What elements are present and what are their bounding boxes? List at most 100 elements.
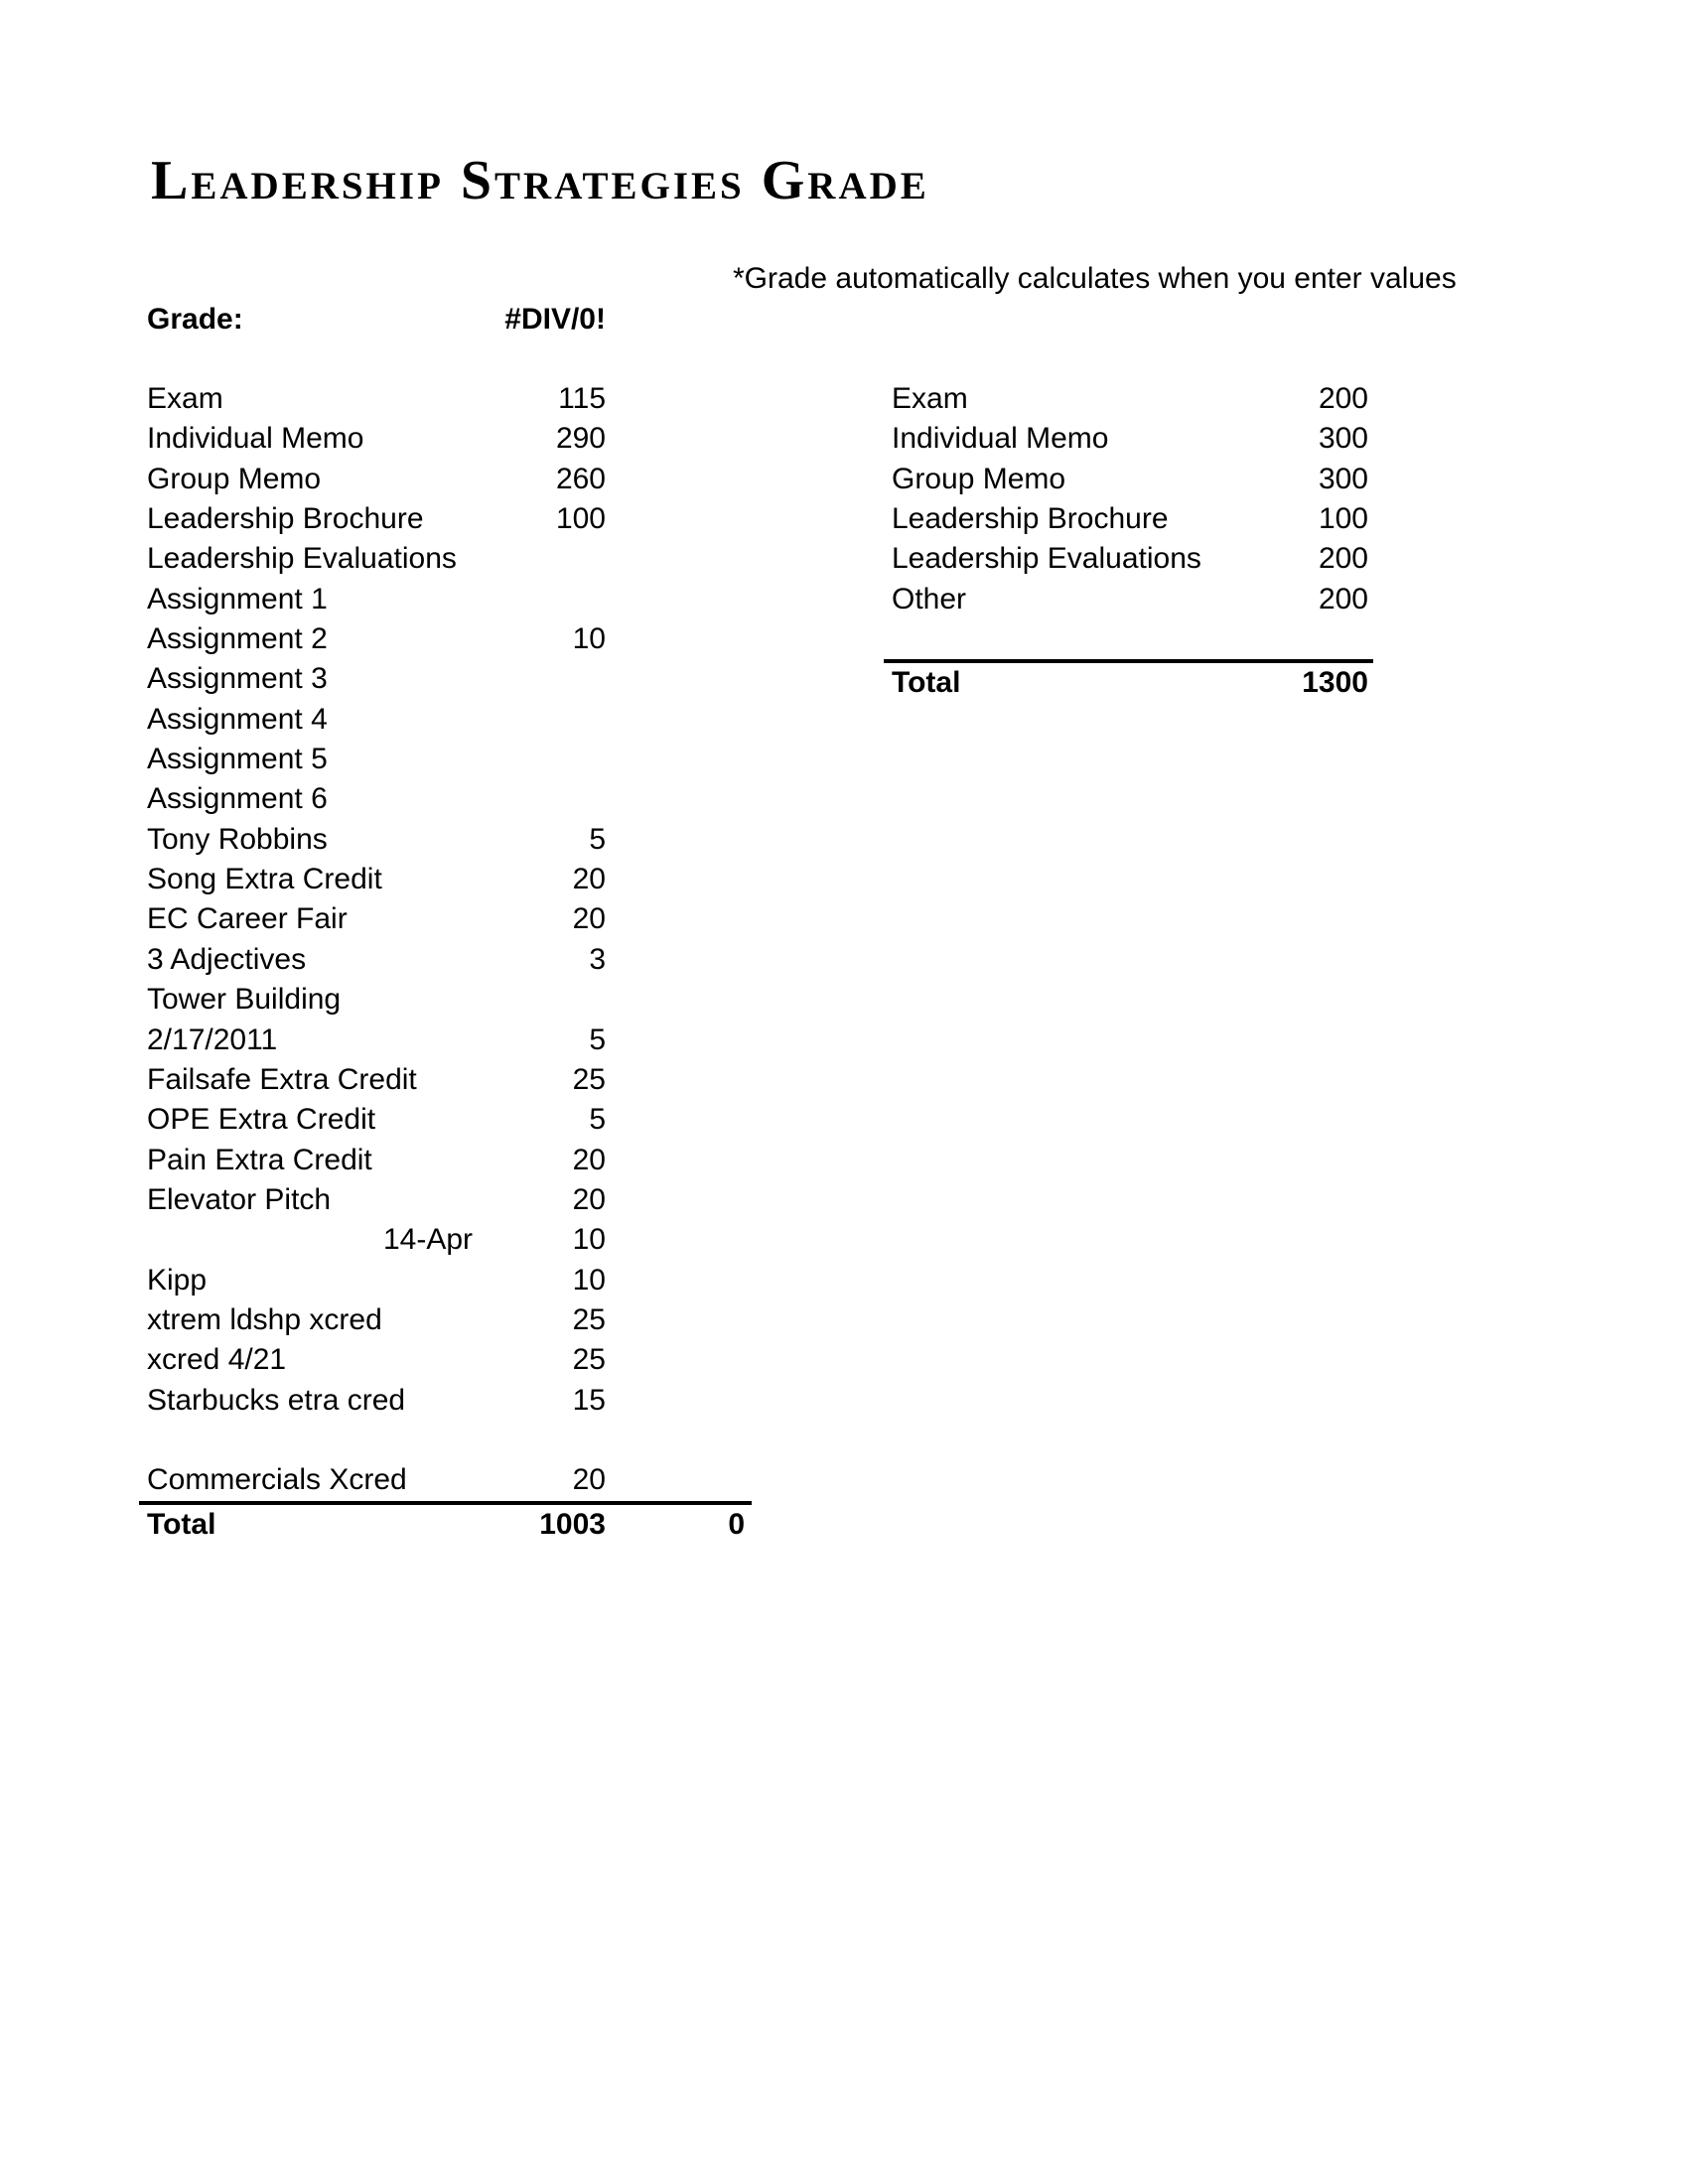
row-value: 25 — [572, 1062, 606, 1096]
row-value: 20 — [572, 902, 606, 936]
table-row: Exam 115 — [139, 379, 752, 419]
row-extra — [606, 1021, 752, 1060]
row-value: 20 — [572, 1182, 606, 1216]
row-value — [477, 1421, 606, 1460]
total-extra: 0 — [728, 1507, 745, 1541]
table-row: Assignment 4 — [139, 700, 752, 740]
table-row: Assignment 1 — [139, 580, 752, 619]
row-extra — [606, 700, 752, 740]
table-row: OPE Extra Credit 5 — [139, 1100, 752, 1140]
row-value: 10 — [572, 1223, 606, 1257]
table-row — [139, 1421, 752, 1460]
row-value: 100 — [1318, 502, 1368, 536]
row-label: Song Extra Credit — [147, 863, 382, 896]
auto-calc-note: *Grade automatically calculates when you… — [733, 262, 1457, 295]
row-label: Elevator Pitch — [147, 1182, 332, 1216]
row-extra — [606, 980, 752, 1020]
row-extra — [606, 1100, 752, 1140]
row-value — [477, 659, 606, 699]
earned-points-table: Exam 115 Individual Memo 290 Group Memo 260 Le… — [139, 379, 752, 1541]
table-row: Kipp 10 — [139, 1261, 752, 1300]
row-value: 20 — [572, 1143, 606, 1176]
row-value: 25 — [572, 1343, 606, 1377]
row-label: Tony Robbins — [147, 822, 328, 856]
row-label: Other — [892, 582, 967, 615]
row-label: Assignment 1 — [147, 582, 328, 615]
table-row: Tower Building — [139, 980, 752, 1020]
row-extra — [606, 619, 752, 659]
row-label: Assignment 6 — [147, 782, 328, 816]
total-row: Total 1003 0 — [139, 1500, 752, 1541]
row-value: 3 — [589, 942, 606, 976]
row-label: Assignment 3 — [147, 662, 328, 696]
row-extra — [606, 419, 752, 459]
row-value — [477, 700, 606, 740]
row-value — [477, 539, 606, 579]
page-title: Leadership Strategies Grade — [151, 150, 929, 211]
table-row: Assignment 3 — [139, 659, 752, 699]
table-row: Leadership Evaluations — [139, 539, 752, 579]
row-value — [477, 740, 606, 779]
row-value: 100 — [555, 502, 606, 536]
table-row: Leadership Brochure 100 — [139, 499, 752, 539]
row-label: Leadership Brochure — [892, 502, 1169, 536]
row-value: 290 — [555, 422, 606, 456]
grade-value: #DIV/0! — [504, 303, 606, 336]
row-label: Pain Extra Credit — [147, 1143, 372, 1176]
row-label: Group Memo — [147, 462, 322, 495]
table-row: 14-Apr 10 — [139, 1220, 752, 1260]
row-label: EC Career Fair — [147, 902, 348, 936]
table-row: 3 Adjectives 3 — [139, 940, 752, 980]
row-extra — [606, 860, 752, 899]
row-label: 14-Apr — [382, 1223, 473, 1257]
table-row — [884, 619, 1373, 659]
max-points-table: Exam 200 Individual Memo 300 Group Memo 300 Le… — [884, 379, 1373, 700]
row-extra — [606, 820, 752, 860]
row-label: Exam — [892, 382, 968, 415]
row-value: 115 — [558, 382, 606, 415]
row-extra — [606, 1300, 752, 1340]
row-extra — [606, 379, 752, 419]
row-value: 25 — [572, 1302, 606, 1336]
row-value: 200 — [1318, 582, 1368, 615]
row-extra — [606, 740, 752, 779]
row-extra — [606, 1180, 752, 1220]
row-value: 300 — [1318, 462, 1368, 495]
row-label: Commercials Xcred — [147, 1463, 407, 1497]
row-value — [477, 779, 606, 819]
total-label: Total — [147, 1507, 216, 1541]
row-label: xtrem ldshp xcred — [147, 1302, 382, 1336]
row-extra — [606, 580, 752, 619]
table-row: Individual Memo 290 — [139, 419, 752, 459]
row-label: Individual Memo — [147, 422, 364, 456]
total-label: Total — [892, 666, 961, 700]
row-label: Failsafe Extra Credit — [147, 1062, 417, 1096]
grade-row: Grade: #DIV/0! — [139, 300, 752, 340]
table-row: 2/17/2011 5 — [139, 1021, 752, 1060]
row-value: 5 — [589, 1023, 606, 1056]
table-row: xtrem ldshp xcred 25 — [139, 1300, 752, 1340]
row-extra — [606, 539, 752, 579]
row-value: 300 — [1318, 422, 1368, 456]
table-row: Group Memo 260 — [139, 460, 752, 499]
row-label: Exam — [147, 382, 223, 415]
row-extra — [606, 1421, 752, 1460]
table-row: Other 200 — [884, 580, 1373, 619]
table-row: Pain Extra Credit 20 — [139, 1141, 752, 1180]
row-value: 260 — [555, 462, 606, 495]
row-extra — [606, 1261, 752, 1300]
table-row: EC Career Fair 20 — [139, 899, 752, 939]
row-label: Leadership Evaluations — [147, 542, 457, 576]
row-extra — [606, 899, 752, 939]
table-row: Elevator Pitch 20 — [139, 1180, 752, 1220]
total-value: 1003 — [539, 1507, 606, 1541]
row-value — [477, 980, 606, 1020]
table-row: Failsafe Extra Credit 25 — [139, 1060, 752, 1100]
row-label: Assignment 2 — [147, 622, 328, 656]
table-row: Individual Memo 300 — [884, 419, 1373, 459]
row-value: 200 — [1318, 382, 1368, 415]
row-label — [884, 619, 1224, 659]
table-row: Tony Robbins 5 — [139, 820, 752, 860]
row-value: 5 — [589, 822, 606, 856]
